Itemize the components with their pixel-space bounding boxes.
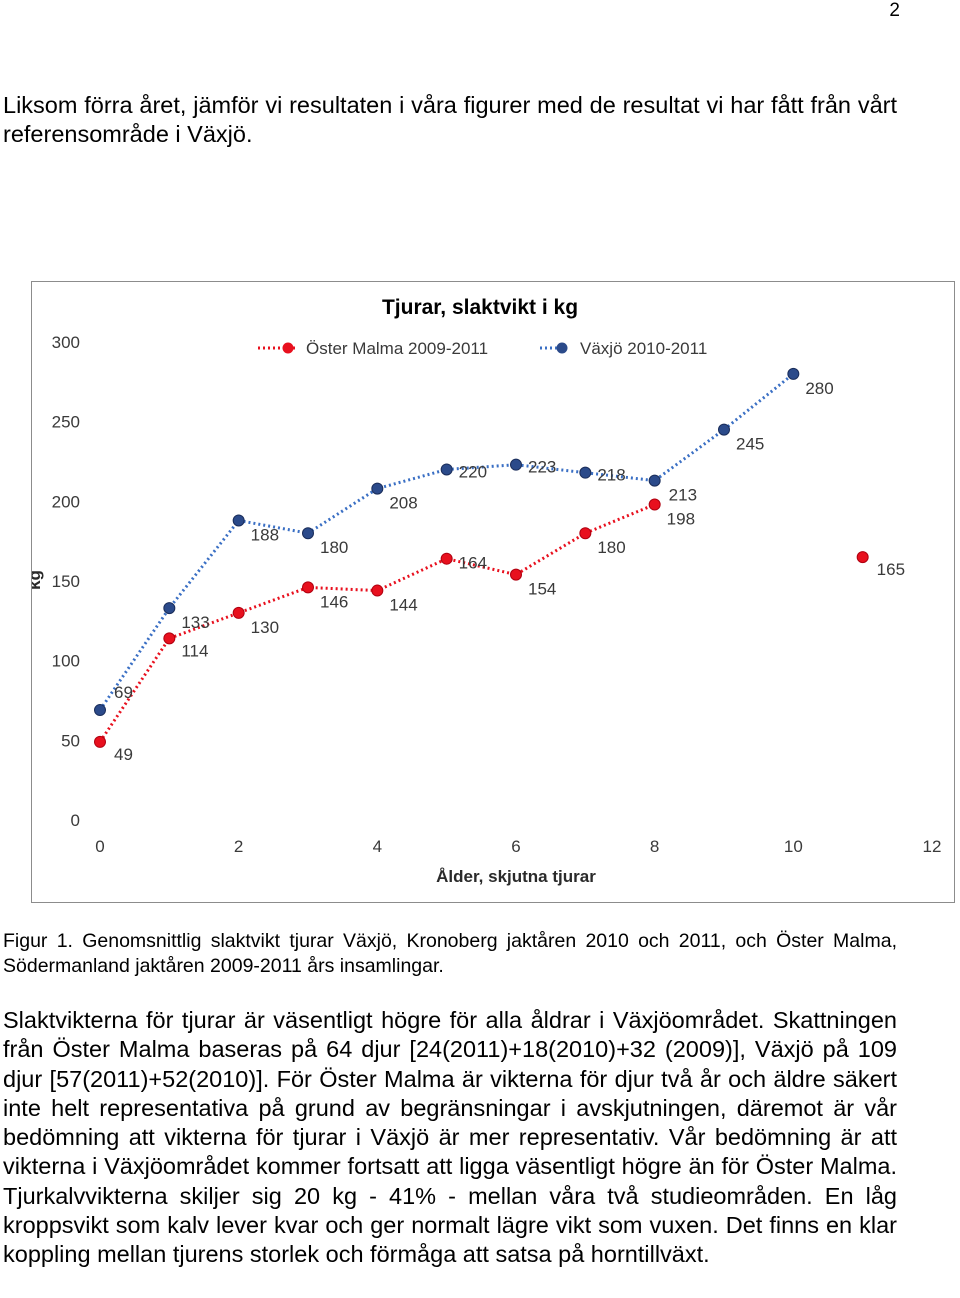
chart-title: Tjurar, slaktvikt i kg <box>382 296 578 319</box>
data-point <box>856 551 869 564</box>
figure-caption: Figur 1. Genomsnittlig slaktvikt tjurar … <box>3 930 897 977</box>
data-point <box>232 606 245 619</box>
data-label: 154 <box>528 580 556 599</box>
y-tick-label: 0 <box>71 811 80 830</box>
data-label: 180 <box>320 538 348 557</box>
y-axis-title: kg <box>32 570 44 590</box>
data-label: 208 <box>389 494 417 513</box>
y-tick-label: 250 <box>52 413 80 432</box>
data-point <box>163 602 176 615</box>
x-tick-label: 6 <box>511 837 520 856</box>
data-point <box>94 735 106 748</box>
y-tick-label: 100 <box>52 652 80 671</box>
data-point <box>510 458 522 471</box>
data-label: 144 <box>389 596 417 615</box>
data-label: 223 <box>528 458 556 477</box>
data-label: 49 <box>114 745 133 764</box>
data-point <box>440 552 453 565</box>
data-point <box>371 584 384 597</box>
data-point <box>510 568 522 581</box>
intro-paragraph: Liksom förra året, jämför vi resultaten … <box>3 92 897 148</box>
data-point <box>163 632 176 645</box>
chart-svg: Tjurar, slaktvikt i kg Ålder, skjutna tj… <box>32 296 942 886</box>
data-point <box>440 463 453 476</box>
y-tick-label: 200 <box>52 492 80 511</box>
data-label: 213 <box>669 486 697 505</box>
data-point <box>648 498 661 511</box>
x-axis-title: Ålder, skjutna tjurar <box>436 867 596 886</box>
y-tick-label: 300 <box>52 333 80 352</box>
data-point <box>94 704 106 717</box>
body-paragraph: Slaktvikterna för tjurar är väsentligt h… <box>3 1007 897 1268</box>
chart-frame: Tjurar, slaktvikt i kg Ålder, skjutna tj… <box>31 281 955 903</box>
data-point <box>302 527 314 540</box>
data-label: 164 <box>459 554 487 573</box>
data-label: 198 <box>667 510 695 529</box>
x-tick-label: 2 <box>234 837 243 856</box>
data-label: 220 <box>459 462 487 481</box>
page-number: 2 <box>889 0 900 21</box>
data-label: 180 <box>597 538 625 557</box>
data-label: 146 <box>320 592 348 611</box>
data-point <box>579 466 592 479</box>
x-tick-label: 4 <box>373 837 382 856</box>
legend-marker <box>282 342 294 354</box>
data-point <box>232 514 245 527</box>
x-tick-label: 12 <box>923 837 942 856</box>
legend-marker <box>556 342 568 354</box>
data-label: 130 <box>251 618 279 637</box>
data-point <box>648 474 661 487</box>
y-tick-label: 150 <box>52 572 80 591</box>
x-tick-label: 10 <box>784 837 803 856</box>
data-point <box>787 367 800 380</box>
data-label: 218 <box>597 466 625 485</box>
data-point <box>718 423 730 436</box>
data-label: 280 <box>805 379 833 398</box>
data-label: 188 <box>251 525 279 544</box>
data-point <box>371 482 384 495</box>
x-tick-label: 8 <box>650 837 659 856</box>
data-label: 165 <box>877 560 905 579</box>
legend-label: Öster Malma 2009-2011 <box>306 339 488 358</box>
data-label: 133 <box>181 613 209 632</box>
y-tick-label: 50 <box>61 731 80 750</box>
data-label: 114 <box>181 641 208 660</box>
data-label: 69 <box>114 683 133 702</box>
data-point <box>302 581 314 594</box>
legend-label: Växjö 2010-2011 <box>580 339 707 358</box>
x-tick-label: 0 <box>95 837 104 856</box>
data-label: 245 <box>736 435 764 454</box>
data-point <box>579 527 592 540</box>
